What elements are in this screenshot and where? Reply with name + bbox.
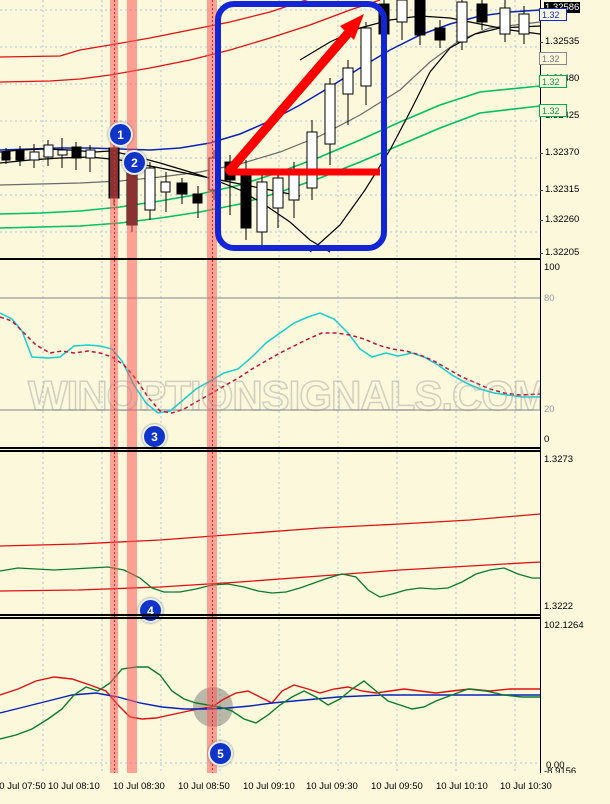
price-tick-7: 1.32260 [545,214,580,225]
candlestick-series [1,0,530,245]
envelope-tick-top: 1.3273 [544,454,574,465]
time-label-5: 10 Jul 09:10 [243,781,295,792]
stoch-levels [0,297,540,411]
series-band-green-upper [0,85,540,215]
series-band-red-lower [0,0,381,83]
stochastic-panel[interactable] [0,261,540,447]
envelope-tick-bottom: 1.3222 [544,601,574,612]
oscillator-panel[interactable] [0,619,540,773]
annotation-overlay [215,1,387,251]
price-tag-green-1: 1.32 [539,75,567,88]
marker-5[interactable]: 5 [208,741,233,766]
current-price-label: 1.32586 [544,2,581,13]
grid-lines [42,261,516,447]
oscillator-tick-top: 102.1264 [544,620,584,631]
time-label-7: 10 Jul 09:50 [371,781,423,792]
time-label-2: 10 Jul 08:10 [48,781,100,792]
panel-separator-1b [0,447,610,449]
time-label-9: 10 Jul 10:30 [500,781,552,792]
stoch-tick-100: 100 [544,262,560,273]
series-slow [0,666,540,740]
axis-tick [540,42,543,43]
time-label-8: 10 Jul 10:10 [436,781,488,792]
oscillator-tick-bottom: -8.9156 [544,766,577,777]
axis-tick [540,190,543,191]
axis-tick [540,220,543,221]
stoch-tick-0: 0 [544,434,550,445]
axis-vertical-line [540,0,541,773]
price-tag-green-2: 1.32 [539,104,567,117]
axis-tick [540,153,543,154]
signal-band-2 [127,0,137,773]
oscillator-panel-svg [0,619,540,773]
envelope-panel[interactable] [0,452,540,614]
price-tag-blue: 1.32 [539,8,567,21]
time-label-4: 10 Jul 08:50 [178,781,230,792]
envelope-panel-svg [0,452,540,614]
series-fast [0,676,540,720]
time-label-6: 10 Jul 09:30 [306,781,358,792]
series-lower-band [0,561,540,592]
series-signal [0,566,540,598]
price-tick-6: 1.32315 [545,184,580,195]
signal-band-1-center [114,0,115,773]
panel-separator-2 [0,450,610,452]
oscillator-tick-zero: 0.00 [546,760,565,771]
price-tick-8: 1.32205 [545,247,580,258]
time-label-3: 10 Jul 08:30 [113,781,165,792]
series-stoch-d [0,316,540,414]
panel-separator-3b [0,617,610,619]
price-tick-5: 1.32370 [545,147,580,158]
price-tag-gray: 1.32 [539,52,567,65]
up-arrow [225,14,364,175]
grid-lines [0,619,540,773]
marker-2[interactable]: 2 [122,150,147,175]
price-tick-2: 1.32535 [545,36,580,47]
time-label-1: 10 Jul 07:50 [0,781,46,792]
price-axis[interactable]: 1.32586 1.32535 1.32480 1.32425 1.32370 … [540,0,610,804]
series-stoch-k [0,312,540,414]
panel-separator-1 [0,258,610,260]
price-panel[interactable] [0,0,540,258]
marker-4[interactable]: 4 [138,598,163,623]
panel-separator-3 [0,614,610,616]
marker-1[interactable]: 1 [108,122,133,147]
marker-3[interactable]: 3 [142,424,167,449]
highlight-rectangle [215,1,387,251]
axis-tick [540,253,543,254]
stoch-tick-20: 20 [544,404,555,415]
time-axis[interactable]: 10 Jul 07:50 10 Jul 08:10 10 Jul 08:30 1… [0,773,610,804]
series-upper-band [0,513,540,547]
stoch-tick-80: 80 [544,293,555,304]
signal-band-3-center [212,0,213,773]
stochastic-panel-svg [0,261,540,447]
series-signal [0,692,540,714]
